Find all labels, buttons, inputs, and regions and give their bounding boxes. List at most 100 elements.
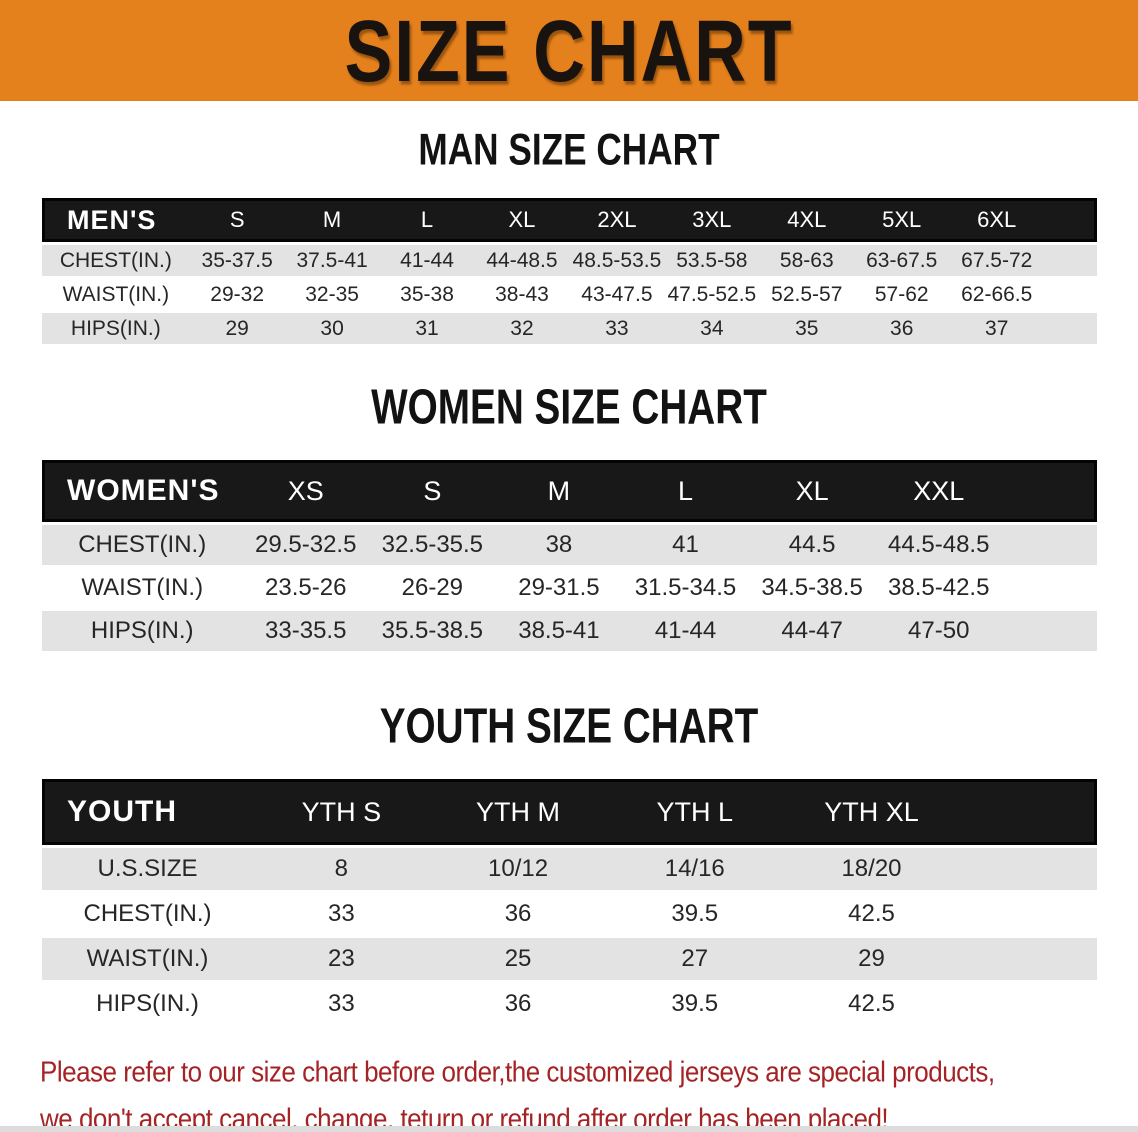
- row-label: HIPS(IN.): [42, 983, 253, 1026]
- measurement-cell: 39.5: [606, 983, 784, 1026]
- row-label: HIPS(IN.): [42, 611, 243, 652]
- measurement-cell: 35: [759, 313, 855, 344]
- table-header-row: WOMEN'S XS S M L XL XXL: [42, 460, 1097, 523]
- man-size-section: MAN SIZE CHART MEN'S S M L XL 2XL 3XL 4XL 5XL 6XL…: [0, 126, 1138, 347]
- measurement-cell: 44-47: [748, 611, 876, 652]
- measurement-cell: 47-50: [875, 611, 1003, 652]
- measurement-cell: 39.5: [606, 893, 784, 936]
- mens-size-table: MEN'S S M L XL 2XL 3XL 4XL 5XL 6XL CHEST(IN.) 35-37…: [42, 195, 1097, 347]
- measurement-cell: 35-37.5: [189, 245, 285, 276]
- size-chart-banner: SIZE CHART: [0, 0, 1138, 101]
- measurement-cell: 33: [253, 893, 430, 936]
- measurement-cell: 41-44: [379, 245, 475, 276]
- row-spacer: [1002, 568, 1097, 609]
- order-policy-note: Please refer to our size chart before or…: [40, 1048, 1138, 1132]
- measurement-cell: 33-35.5: [242, 611, 370, 652]
- row-label: CHEST(IN.): [42, 245, 190, 276]
- measurement-cell: 31.5-34.5: [622, 568, 749, 609]
- measurement-cell: 33: [253, 983, 430, 1026]
- size-table: MEN'S S M L XL 2XL 3XL 4XL 5XL 6XL CHEST(IN.) 35-37…: [42, 195, 1097, 347]
- row-label: U.S.SIZE: [42, 848, 253, 891]
- measurement-cell: 37.5-41: [284, 245, 380, 276]
- order-policy-line-1: Please refer to our size chart before or…: [40, 1055, 995, 1089]
- measurement-cell: 18/20: [783, 848, 960, 891]
- measurement-cell: 33: [569, 313, 665, 344]
- measurement-cell: 53.5-58: [664, 245, 760, 276]
- row-spacer: [959, 893, 1097, 936]
- measurement-cell: 41-44: [622, 611, 749, 652]
- row-spacer: [1002, 611, 1097, 652]
- measurement-cell: 52.5-57: [759, 279, 855, 310]
- women-size-heading: WOMEN SIZE CHART: [371, 379, 767, 435]
- measurement-cell: 44.5: [748, 525, 876, 566]
- row-spacer: [959, 848, 1097, 891]
- measurement-cell: 37: [949, 313, 1045, 344]
- measurement-cell: 63-67.5: [854, 245, 950, 276]
- measurement-cell: 23: [253, 938, 430, 981]
- row-label: HIPS(IN.): [42, 313, 190, 344]
- row-spacer: [1044, 279, 1097, 310]
- measurement-cell: 44-48.5: [474, 245, 570, 276]
- header-spacer: [1044, 198, 1097, 242]
- measurement-cell: 62-66.5: [949, 279, 1045, 310]
- measurement-cell: 42.5: [783, 893, 960, 936]
- measurement-cell: 10/12: [429, 848, 607, 891]
- measurement-cell: 29-31.5: [495, 568, 623, 609]
- measurement-cell: 29.5-32.5: [242, 525, 370, 566]
- size-column-header: 6XL: [949, 198, 1045, 242]
- measurement-cell: 35.5-38.5: [369, 611, 496, 652]
- measurement-cell: 36: [854, 313, 950, 344]
- size-column-header: XS: [242, 460, 370, 523]
- youth-size-section: YOUTH SIZE CHART YOUTH YTH S YTH M YTH L YTH…: [0, 701, 1138, 1028]
- size-column-header: M: [284, 198, 380, 242]
- size-column-header: L: [622, 460, 749, 523]
- table-row: WAIST(IN.) 29-32 32-35 35-38 38-43 43-47.5 47.…: [42, 279, 1097, 310]
- row-label: WAIST(IN.): [42, 568, 243, 609]
- measurement-cell: 38-43: [474, 279, 570, 310]
- measurement-cell: 35-38: [379, 279, 475, 310]
- size-column-header: YTH S: [253, 779, 430, 846]
- table-row: HIPS(IN.) 33 36 39.5 42.5: [42, 983, 1097, 1026]
- row-label: CHEST(IN.): [42, 525, 243, 566]
- measurement-cell: 48.5-53.5: [569, 245, 665, 276]
- measurement-cell: 34: [664, 313, 760, 344]
- size-column-header: YTH L: [606, 779, 784, 846]
- size-column-header: L: [379, 198, 475, 242]
- size-column-header: 5XL: [854, 198, 950, 242]
- size-column-header: XL: [474, 198, 570, 242]
- row-spacer: [959, 938, 1097, 981]
- size-column-header: M: [495, 460, 623, 523]
- group-label-header: YOUTH: [42, 779, 253, 846]
- row-label: WAIST(IN.): [42, 279, 190, 310]
- measurement-cell: 43-47.5: [569, 279, 665, 310]
- measurement-cell: 23.5-26: [242, 568, 370, 609]
- row-spacer: [1044, 245, 1097, 276]
- size-column-header: XL: [748, 460, 876, 523]
- measurement-cell: 31: [379, 313, 475, 344]
- measurement-cell: 38: [495, 525, 623, 566]
- measurement-cell: 38.5-41: [495, 611, 623, 652]
- measurement-cell: 47.5-52.5: [664, 279, 760, 310]
- table-row: CHEST(IN.) 35-37.5 37.5-41 41-44 44-48.5 48.5…: [42, 245, 1097, 276]
- row-spacer: [1002, 525, 1097, 566]
- women-size-section: WOMEN SIZE CHART WOMEN'S XS S M L XL XXL CHEST(…: [0, 379, 1138, 654]
- measurement-cell: 32: [474, 313, 570, 344]
- measurement-cell: 26-29: [369, 568, 496, 609]
- size-column-header: YTH M: [429, 779, 607, 846]
- measurement-cell: 36: [429, 983, 607, 1026]
- row-spacer: [1044, 313, 1097, 344]
- row-label: WAIST(IN.): [42, 938, 253, 981]
- measurement-cell: 57-62: [854, 279, 950, 310]
- measurement-cell: 25: [429, 938, 607, 981]
- measurement-cell: 30: [284, 313, 380, 344]
- group-label-header: MEN'S: [42, 198, 190, 242]
- size-table: WOMEN'S XS S M L XL XXL CHEST(IN.) 29.5-32.5 32.5…: [42, 457, 1097, 654]
- table-row: HIPS(IN.) 29 30 31 32 33 34 35 36 37: [42, 313, 1097, 344]
- measurement-cell: 44.5-48.5: [875, 525, 1003, 566]
- table-header-row: MEN'S S M L XL 2XL 3XL 4XL 5XL 6XL: [42, 198, 1097, 242]
- table-row: CHEST(IN.) 33 36 39.5 42.5: [42, 893, 1097, 936]
- size-column-header: 4XL: [759, 198, 855, 242]
- measurement-cell: 42.5: [783, 983, 960, 1026]
- size-column-header: S: [189, 198, 285, 242]
